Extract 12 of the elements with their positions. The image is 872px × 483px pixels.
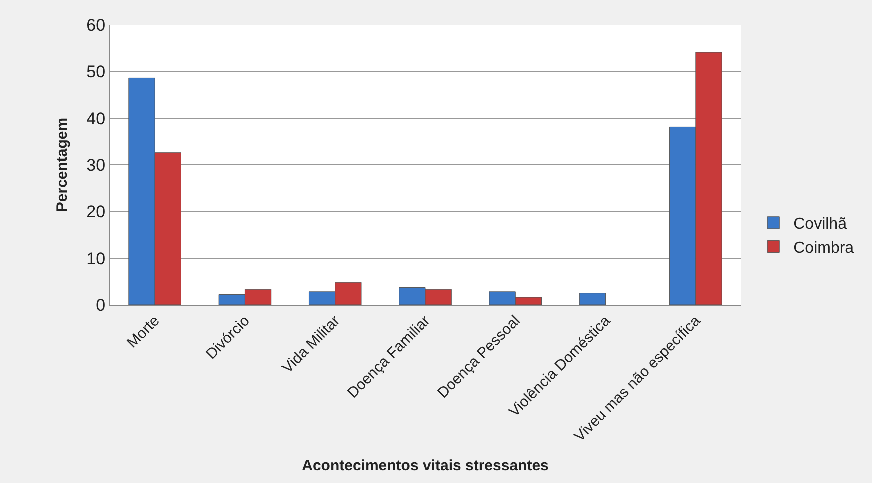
y-tick-label: 40 (86, 109, 106, 128)
y-tick-label: 60 (86, 16, 106, 35)
x-axis-title: Acontecimentos vitais stressantes (302, 457, 549, 474)
y-tick-label: 0 (96, 296, 106, 315)
legend-label: Covilhã (794, 216, 848, 234)
bar (579, 293, 606, 305)
y-tick-label: 30 (86, 156, 106, 175)
y-tick-label: 50 (86, 62, 106, 82)
y-tick-label: 20 (86, 202, 106, 222)
y-tick-label: 10 (86, 249, 106, 268)
y-axis-title: Percentagem (54, 118, 71, 212)
legend-label: Coimbra (794, 240, 854, 257)
